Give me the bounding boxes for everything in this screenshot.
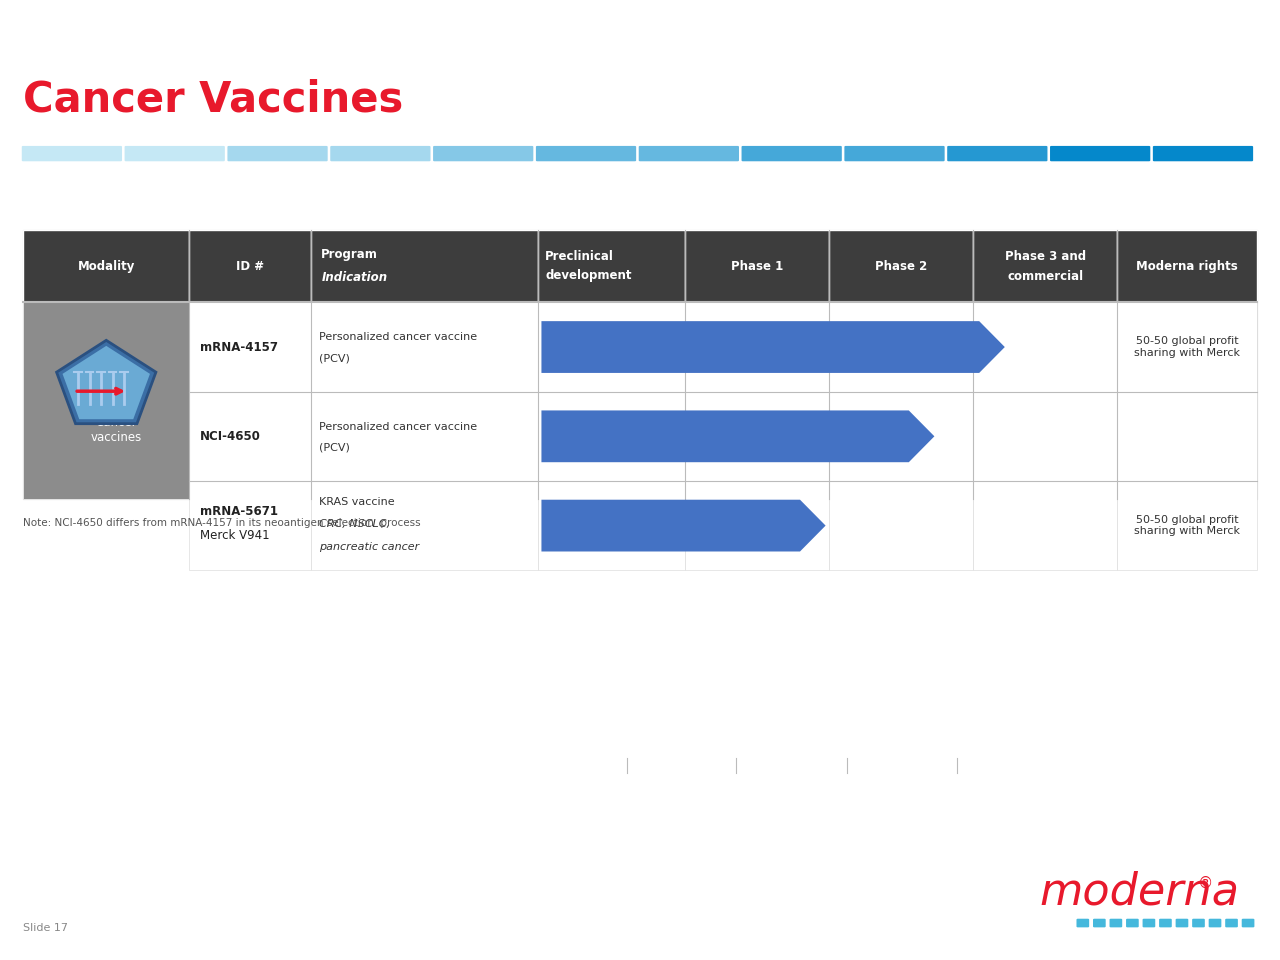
Text: Phase 2: Phase 2 [876, 260, 927, 273]
Text: pancreatic cancer: pancreatic cancer [319, 541, 419, 552]
Text: Personalized cancer vaccine: Personalized cancer vaccine [319, 421, 477, 432]
FancyBboxPatch shape [311, 392, 538, 481]
FancyBboxPatch shape [23, 302, 189, 499]
FancyBboxPatch shape [1117, 230, 1257, 302]
FancyBboxPatch shape [311, 481, 538, 570]
Text: Cancer
vaccines: Cancer vaccines [91, 416, 142, 444]
Text: Note: NCI-4650 differs from mRNA-4157 in its neoantigen selection  process: Note: NCI-4650 differs from mRNA-4157 in… [23, 518, 421, 528]
FancyBboxPatch shape [1076, 919, 1089, 927]
FancyBboxPatch shape [228, 146, 328, 161]
FancyBboxPatch shape [538, 230, 685, 302]
FancyBboxPatch shape [741, 146, 842, 161]
Polygon shape [63, 346, 150, 420]
FancyBboxPatch shape [1175, 919, 1188, 927]
FancyBboxPatch shape [1143, 919, 1156, 927]
Text: 50-50 global profit
sharing with Merck: 50-50 global profit sharing with Merck [1134, 336, 1240, 358]
FancyBboxPatch shape [22, 146, 122, 161]
FancyBboxPatch shape [685, 230, 829, 302]
FancyBboxPatch shape [536, 146, 636, 161]
FancyBboxPatch shape [685, 481, 829, 570]
FancyBboxPatch shape [1208, 919, 1221, 927]
Text: Slide 17: Slide 17 [23, 924, 68, 933]
FancyBboxPatch shape [311, 230, 538, 302]
FancyBboxPatch shape [311, 302, 538, 392]
Text: Moderna rights: Moderna rights [1137, 260, 1238, 273]
FancyBboxPatch shape [973, 302, 1117, 392]
FancyBboxPatch shape [189, 302, 311, 392]
FancyBboxPatch shape [1126, 919, 1139, 927]
Text: mRNA-5671: mRNA-5671 [200, 505, 278, 517]
FancyBboxPatch shape [685, 302, 829, 392]
Text: Indication: Indication [321, 272, 388, 284]
Text: ID #: ID # [237, 260, 264, 273]
Polygon shape [541, 322, 1005, 372]
FancyBboxPatch shape [1093, 919, 1106, 927]
Text: (PCV): (PCV) [319, 443, 349, 453]
Text: NCI-4650: NCI-4650 [200, 430, 261, 443]
Text: development: development [545, 270, 632, 282]
Text: Program: Program [321, 249, 378, 261]
Text: Preclinical: Preclinical [545, 251, 614, 263]
Text: 50-50 global profit
sharing with Merck: 50-50 global profit sharing with Merck [1134, 515, 1240, 537]
FancyBboxPatch shape [23, 230, 189, 302]
FancyBboxPatch shape [829, 230, 973, 302]
FancyBboxPatch shape [124, 146, 225, 161]
FancyBboxPatch shape [1192, 919, 1204, 927]
Text: CRC, NSCLC,: CRC, NSCLC, [319, 518, 389, 529]
FancyBboxPatch shape [1225, 919, 1238, 927]
Text: Modality: Modality [78, 260, 134, 273]
FancyBboxPatch shape [685, 392, 829, 481]
Text: Phase 1: Phase 1 [731, 260, 783, 273]
FancyBboxPatch shape [1242, 919, 1254, 927]
Text: (PCV): (PCV) [319, 353, 349, 364]
FancyBboxPatch shape [1117, 302, 1257, 392]
FancyBboxPatch shape [829, 302, 973, 392]
Text: Personalized cancer vaccine: Personalized cancer vaccine [319, 332, 477, 343]
FancyBboxPatch shape [1117, 481, 1257, 570]
Text: Cancer Vaccines: Cancer Vaccines [23, 78, 403, 120]
Polygon shape [56, 340, 156, 423]
Text: ®: ® [1198, 876, 1213, 891]
FancyBboxPatch shape [829, 392, 973, 481]
Text: KRAS vaccine: KRAS vaccine [319, 496, 394, 507]
FancyBboxPatch shape [845, 146, 945, 161]
FancyBboxPatch shape [538, 392, 685, 481]
FancyBboxPatch shape [947, 146, 1047, 161]
FancyBboxPatch shape [433, 146, 534, 161]
Text: Merck V941: Merck V941 [200, 529, 269, 541]
FancyBboxPatch shape [189, 230, 311, 302]
FancyBboxPatch shape [1117, 392, 1257, 481]
Text: Phase 3 and: Phase 3 and [1005, 251, 1085, 263]
FancyBboxPatch shape [973, 392, 1117, 481]
Text: mRNA-4157: mRNA-4157 [200, 341, 278, 353]
FancyBboxPatch shape [189, 481, 311, 570]
Text: moderna: moderna [1039, 871, 1239, 914]
FancyBboxPatch shape [639, 146, 739, 161]
FancyBboxPatch shape [189, 392, 311, 481]
FancyBboxPatch shape [538, 481, 685, 570]
FancyBboxPatch shape [829, 481, 973, 570]
FancyBboxPatch shape [1110, 919, 1123, 927]
FancyBboxPatch shape [1160, 919, 1171, 927]
Polygon shape [541, 500, 826, 551]
Text: commercial: commercial [1007, 270, 1083, 282]
FancyBboxPatch shape [1050, 146, 1151, 161]
FancyBboxPatch shape [973, 481, 1117, 570]
FancyBboxPatch shape [1153, 146, 1253, 161]
Polygon shape [541, 411, 934, 462]
FancyBboxPatch shape [538, 302, 685, 392]
FancyBboxPatch shape [973, 230, 1117, 302]
FancyBboxPatch shape [23, 230, 1257, 499]
FancyBboxPatch shape [330, 146, 430, 161]
